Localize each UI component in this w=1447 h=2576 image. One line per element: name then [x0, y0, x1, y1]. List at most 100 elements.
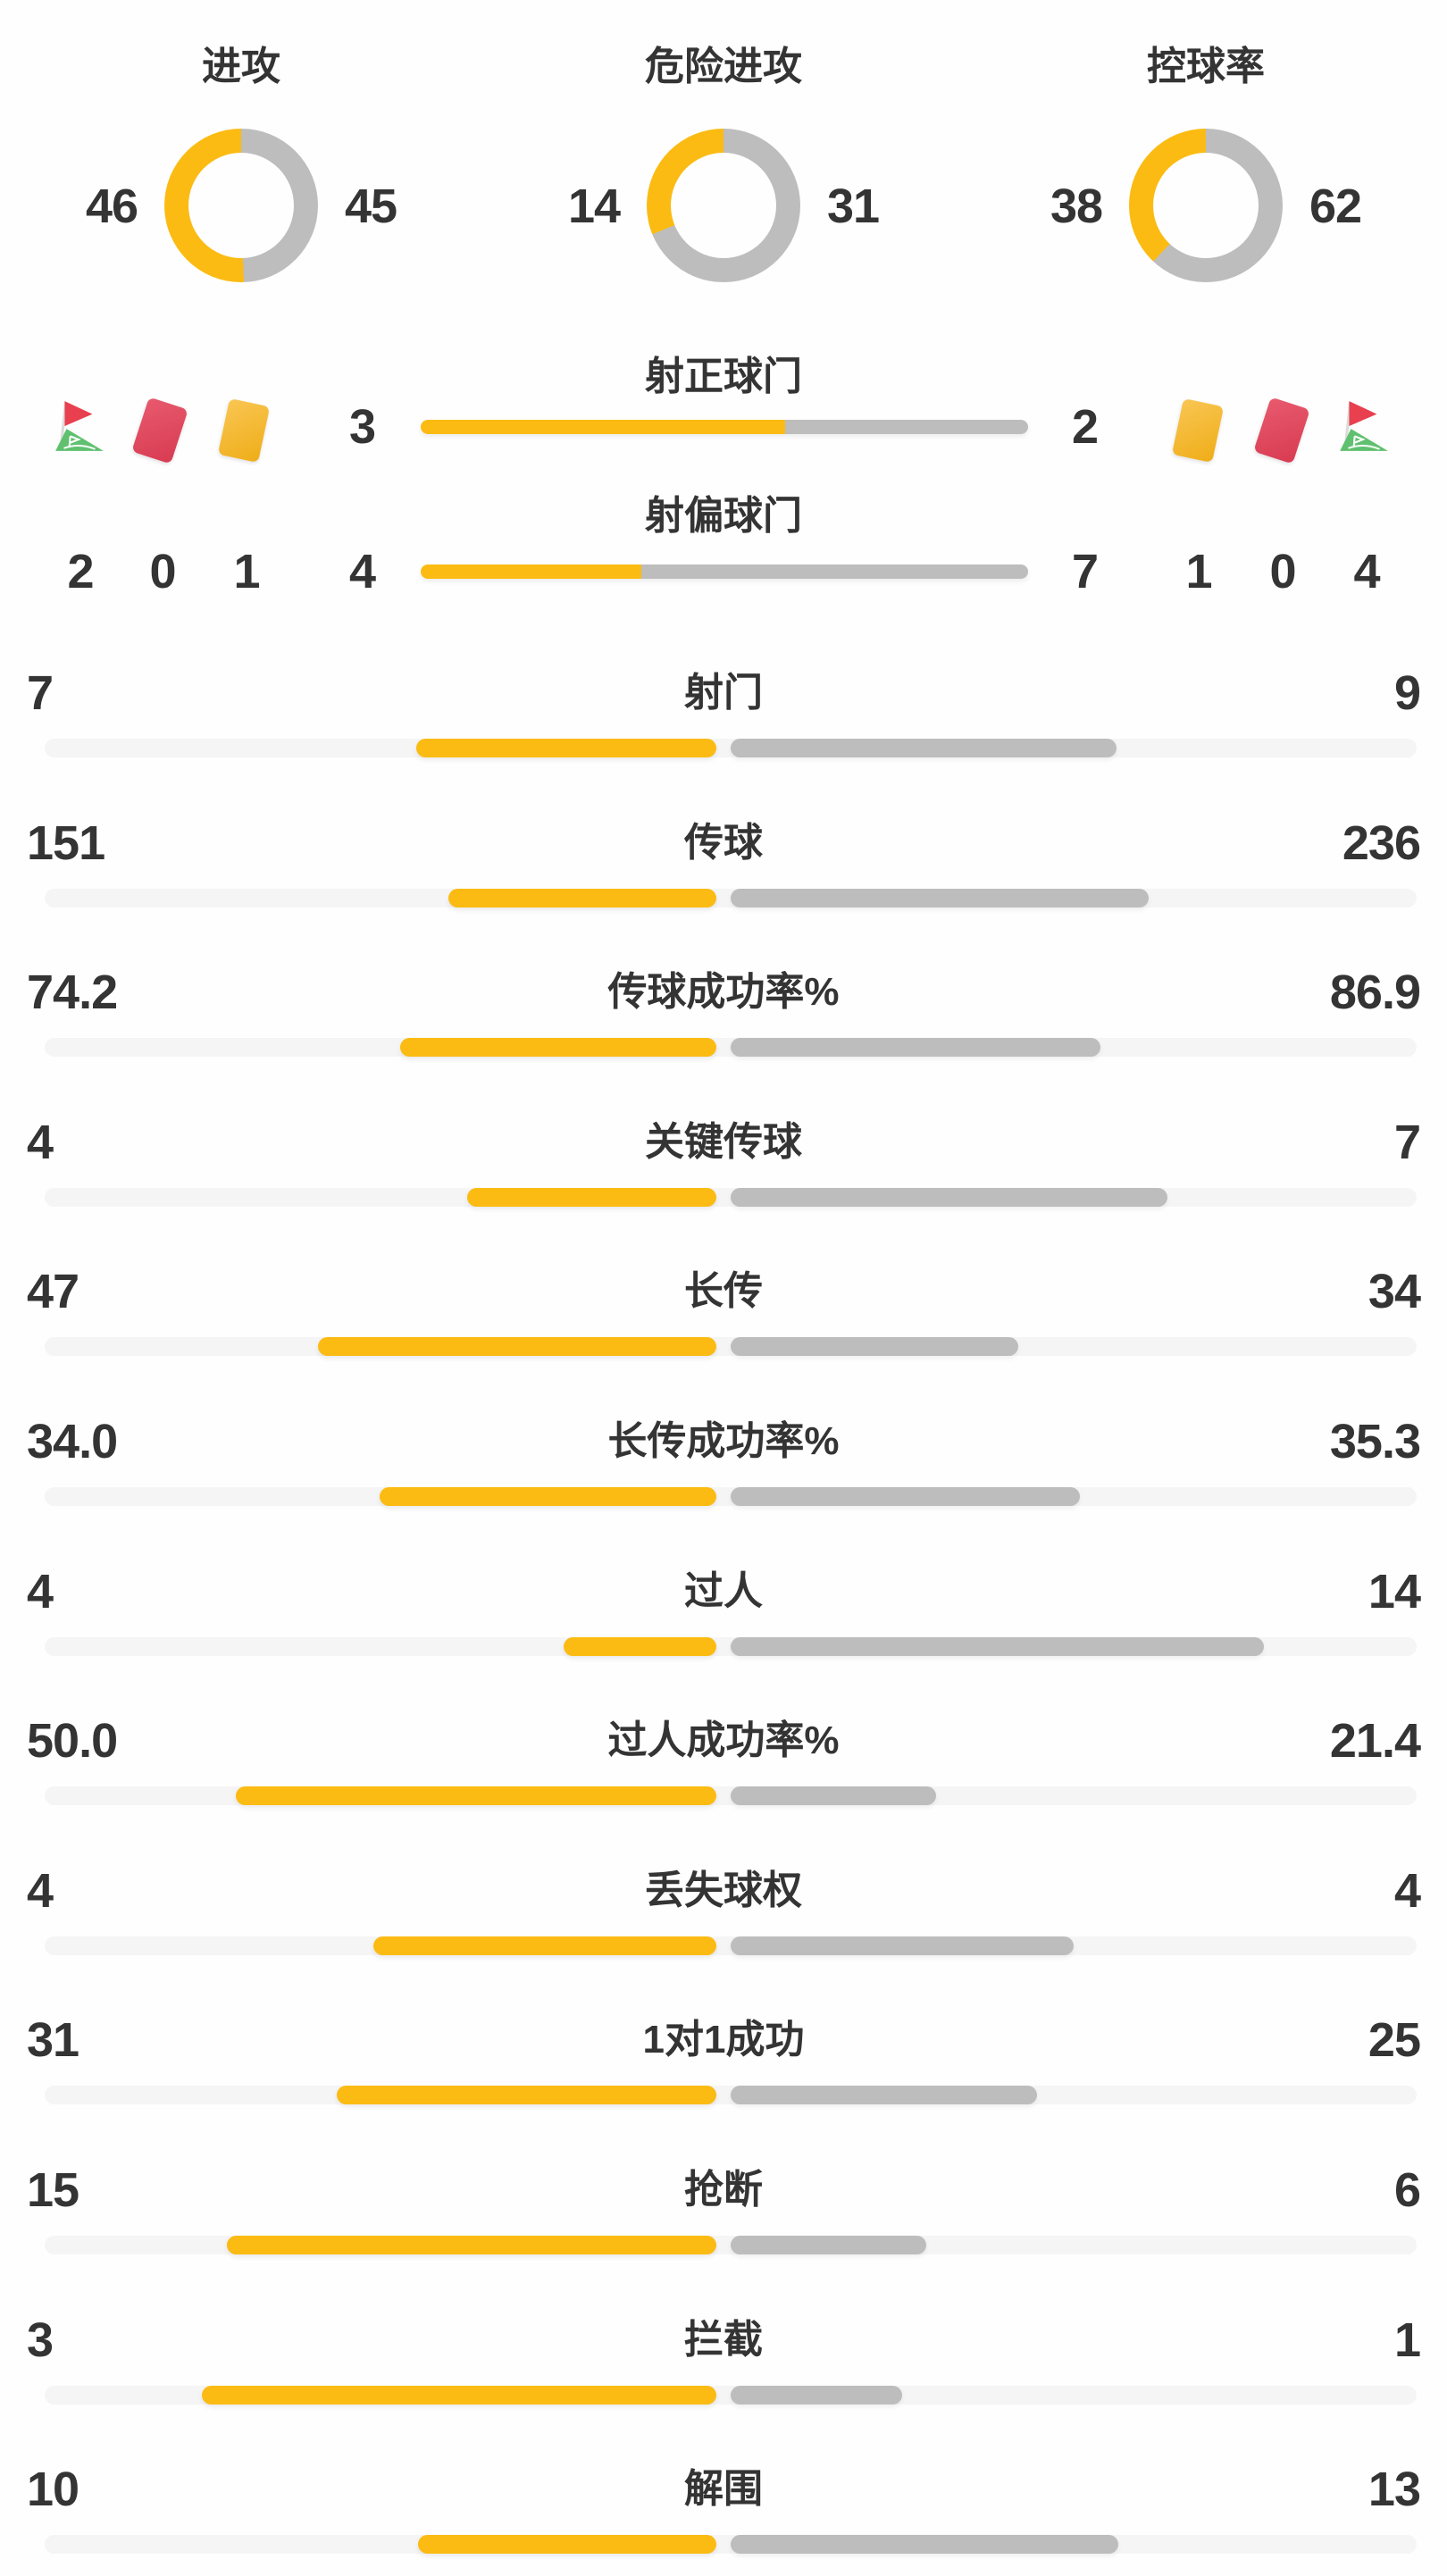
donut-home-value: 38 [1050, 180, 1103, 233]
home-value: 31 [27, 2013, 79, 2068]
stat-row: 3 拦截 1 [0, 2290, 1447, 2440]
away-bar [731, 1038, 1101, 1058]
away-bar [731, 1936, 1074, 1955]
stat-row: 15 抢断 6 [0, 2140, 1447, 2290]
stat-bar-track [45, 1936, 1417, 1955]
away-value: 34 [1368, 1265, 1421, 1319]
home-corners-count: 2 [67, 545, 94, 598]
stat-bar-track [45, 1187, 1417, 1207]
shots-off-target-title: 射偏球门 [645, 494, 802, 538]
shots-off-target-away: 7 [1072, 545, 1099, 598]
home-value: 50.0 [27, 1714, 118, 1769]
home-bar [236, 1786, 717, 1806]
away-value: 13 [1368, 2463, 1421, 2517]
donut-title: 进攻 [202, 45, 280, 88]
home-value: 10 [27, 2463, 79, 2517]
red-card-icon [131, 397, 188, 464]
donut-title: 控球率 [1147, 45, 1265, 88]
away-value: 9 [1393, 666, 1421, 720]
donut-away-value: 31 [826, 180, 880, 233]
home-bar [380, 1487, 717, 1506]
stat-row: 4 丢失球权 4 [0, 1841, 1447, 1991]
home-bar [226, 2236, 717, 2254]
stat-label: 关键传球 [645, 1119, 802, 1164]
home-bar [564, 1636, 717, 1656]
donut-chart: 危险进攻 14 31 [482, 27, 965, 322]
stat-label: 长传 [684, 1269, 763, 1314]
stat-row: 31 1对1成功 25 [0, 1990, 1447, 2140]
away-value: 1 [1393, 2313, 1421, 2367]
duel-bar [421, 420, 1028, 434]
away-bar [731, 1636, 1265, 1656]
stat-row: 50.0 过人成功率% 21.4 [0, 1691, 1447, 1841]
stat-row: 34.0 长传成功率% 35.3 [0, 1392, 1447, 1542]
shots-on-target-away: 2 [1072, 400, 1099, 454]
home-value: 15 [27, 2163, 79, 2217]
away-bar [731, 1786, 937, 1806]
away-value: 4 [1393, 1863, 1421, 1918]
donut-ring [164, 129, 318, 282]
home-bar [466, 1187, 717, 1207]
stat-row: 4 过人 14 [0, 1542, 1447, 1692]
away-bar [731, 1487, 1081, 1506]
stat-label: 过人 [684, 1568, 763, 1613]
stat-bar-track [45, 1786, 1417, 1806]
stat-label: 拦截 [684, 2317, 763, 2362]
away-value: 14 [1368, 1564, 1421, 1618]
donut-title: 危险进攻 [645, 45, 802, 88]
home-bar [336, 2086, 717, 2105]
corner-flag-icon [1336, 398, 1392, 458]
stat-row: 7 射门 9 [0, 643, 1447, 793]
home-bar [418, 2535, 717, 2555]
away-corners-count: 4 [1353, 545, 1380, 598]
stat-label: 射门 [684, 671, 763, 715]
stat-row: 4 关键传球 7 [0, 1092, 1447, 1242]
stat-label: 长传成功率% [607, 1419, 840, 1463]
stat-row: 74.2 传球成功率% 86.9 [0, 942, 1447, 1092]
donut-away-value: 62 [1309, 180, 1362, 233]
duel-bar [421, 565, 1028, 579]
shots-on-target-home: 3 [348, 400, 376, 454]
away-value: 236 [1342, 815, 1421, 870]
stat-row: 151 传球 236 [0, 793, 1447, 943]
shots-on-target-title: 射正球门 [645, 355, 802, 398]
home-value: 4 [27, 1564, 54, 1618]
corner-flag-icon [52, 398, 107, 458]
donut-section: 进攻 46 45 危险进攻 14 31 控球率 38 62 [0, 27, 1447, 322]
donut-ring [1129, 129, 1283, 282]
away-yellow-cards-count: 1 [1185, 545, 1212, 598]
away-bar [731, 888, 1150, 907]
away-value: 21.4 [1329, 1714, 1421, 1769]
stat-bar-track [45, 739, 1417, 757]
donut-home-value: 14 [567, 180, 621, 233]
stat-row: 10 解围 13 [0, 2439, 1447, 2576]
stat-bar-track [45, 1636, 1417, 1656]
stat-row: 47 长传 34 [0, 1242, 1447, 1392]
away-bar [731, 2086, 1037, 2105]
home-bar [202, 2385, 717, 2405]
donut-ring [647, 129, 800, 282]
stat-bar-track [45, 1038, 1417, 1058]
away-red-cards-count: 0 [1269, 545, 1296, 598]
stat-bar-track [45, 1487, 1417, 1506]
away-value: 7 [1393, 1115, 1421, 1169]
home-value: 74.2 [27, 966, 118, 1020]
stat-label: 解围 [684, 2467, 763, 2512]
home-value: 34.0 [27, 1415, 118, 1468]
stat-bar-track [45, 2385, 1417, 2405]
stat-bar-track [45, 1337, 1417, 1357]
home-bar [318, 1337, 717, 1357]
stat-bar-track [45, 2535, 1417, 2555]
stat-label: 1对1成功 [642, 2018, 805, 2062]
home-value: 47 [27, 1265, 79, 1319]
stat-bar-track [45, 2236, 1417, 2254]
home-value: 4 [27, 1115, 54, 1169]
red-card-icon [1253, 397, 1310, 464]
stat-label: 抢断 [684, 2168, 763, 2212]
away-value: 35.3 [1329, 1415, 1421, 1468]
home-yellow-cards-count: 1 [233, 545, 260, 598]
stat-rows-section: 7 射门 9 151 传球 236 74.2 传球成功率% 86.9 [0, 643, 1447, 2576]
away-bar [731, 1337, 1019, 1357]
donut-away-value: 45 [344, 180, 397, 233]
